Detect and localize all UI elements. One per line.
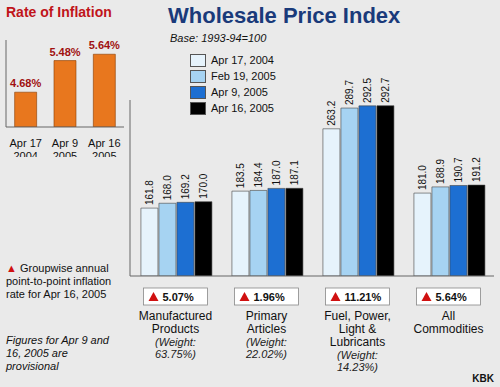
svg-text:Apr 16: Apr 16: [88, 137, 120, 149]
html-text:KBK: KBK: [472, 373, 494, 384]
svg-text:161.8: 161.8: [144, 180, 155, 205]
svg-text:190.7: 190.7: [453, 157, 464, 182]
html-text:Apr 17, 2004: Apr 17, 2004: [211, 54, 274, 66]
svg-text:170.0: 170.0: [198, 173, 209, 198]
svg-text:Commodities: Commodities: [413, 322, 483, 336]
svg-text:289.7: 289.7: [344, 80, 355, 105]
svg-text:188.9: 188.9: [435, 158, 446, 183]
svg-text:183.5: 183.5: [235, 163, 246, 188]
svg-text:63.75%): 63.75%): [155, 348, 196, 360]
svg-text:Light &: Light &: [339, 322, 376, 336]
html-text:Rate of Inflation: Rate of Inflation: [6, 4, 112, 20]
svg-text:263.2: 263.2: [326, 100, 337, 125]
svg-text:Manufactured: Manufactured: [139, 309, 212, 323]
html-text:Apr 16, 2005: Apr 16, 2005: [211, 102, 274, 114]
svg-text:22.02%): 22.02%): [245, 348, 287, 360]
svg-text:2004: 2004: [13, 150, 37, 157]
svg-text:5.64%: 5.64%: [89, 39, 120, 51]
svg-text:4.68%: 4.68%: [10, 77, 41, 89]
svg-text:2005: 2005: [92, 150, 116, 157]
html-text:Wholesale Price Index: Wholesale Price Index: [168, 3, 401, 28]
svg-text:Products: Products: [152, 322, 199, 336]
html-text:Apr 9, 2005: Apr 9, 2005: [211, 86, 268, 98]
svg-text:Fuel, Power,: Fuel, Power,: [324, 309, 391, 323]
svg-text:168.0: 168.0: [162, 175, 173, 200]
svg-text:(Weight:: (Weight:: [337, 349, 378, 361]
svg-text:11.21%: 11.21%: [345, 291, 382, 303]
svg-text:(Weight:: (Weight:: [155, 336, 196, 348]
svg-text:Primary: Primary: [246, 309, 287, 323]
svg-text:5.07%: 5.07%: [163, 291, 194, 303]
html-text:Feb 19, 2005: Feb 19, 2005: [211, 70, 276, 82]
svg-text:187.0: 187.0: [271, 160, 282, 185]
svg-text:Apr 17: Apr 17: [9, 137, 41, 149]
svg-text:292.7: 292.7: [380, 77, 391, 102]
svg-text:5.64%: 5.64%: [436, 291, 467, 303]
svg-text:5.48%: 5.48%: [49, 46, 80, 58]
html-text:Base: 1993-94=100: Base: 1993-94=100: [170, 32, 267, 44]
svg-text:14.23%): 14.23%): [337, 361, 378, 373]
svg-text:191.2: 191.2: [471, 157, 482, 182]
svg-text:Articles: Articles: [247, 322, 286, 336]
svg-text:1.96%: 1.96%: [254, 291, 285, 303]
svg-text:Apr 9: Apr 9: [52, 137, 78, 149]
svg-text:181.0: 181.0: [417, 165, 428, 190]
svg-text:187.1: 187.1: [289, 160, 300, 185]
svg-text:184.4: 184.4: [253, 162, 264, 187]
svg-text:169.2: 169.2: [180, 174, 191, 199]
svg-text:(Weight:: (Weight:: [246, 336, 287, 348]
html-text:Figures for Apr 9 and 16, 2005: Figures for Apr 9 and 16, 2005 are provi…: [6, 334, 109, 372]
svg-text:All: All: [442, 309, 455, 323]
svg-text:2005: 2005: [53, 150, 77, 157]
svg-text:292.5: 292.5: [362, 77, 373, 102]
html-text:▲ Groupwise annual point-to-po: ▲ Groupwise annual point-to-point inflat…: [6, 262, 112, 300]
svg-text:Lubricants: Lubricants: [330, 335, 385, 349]
